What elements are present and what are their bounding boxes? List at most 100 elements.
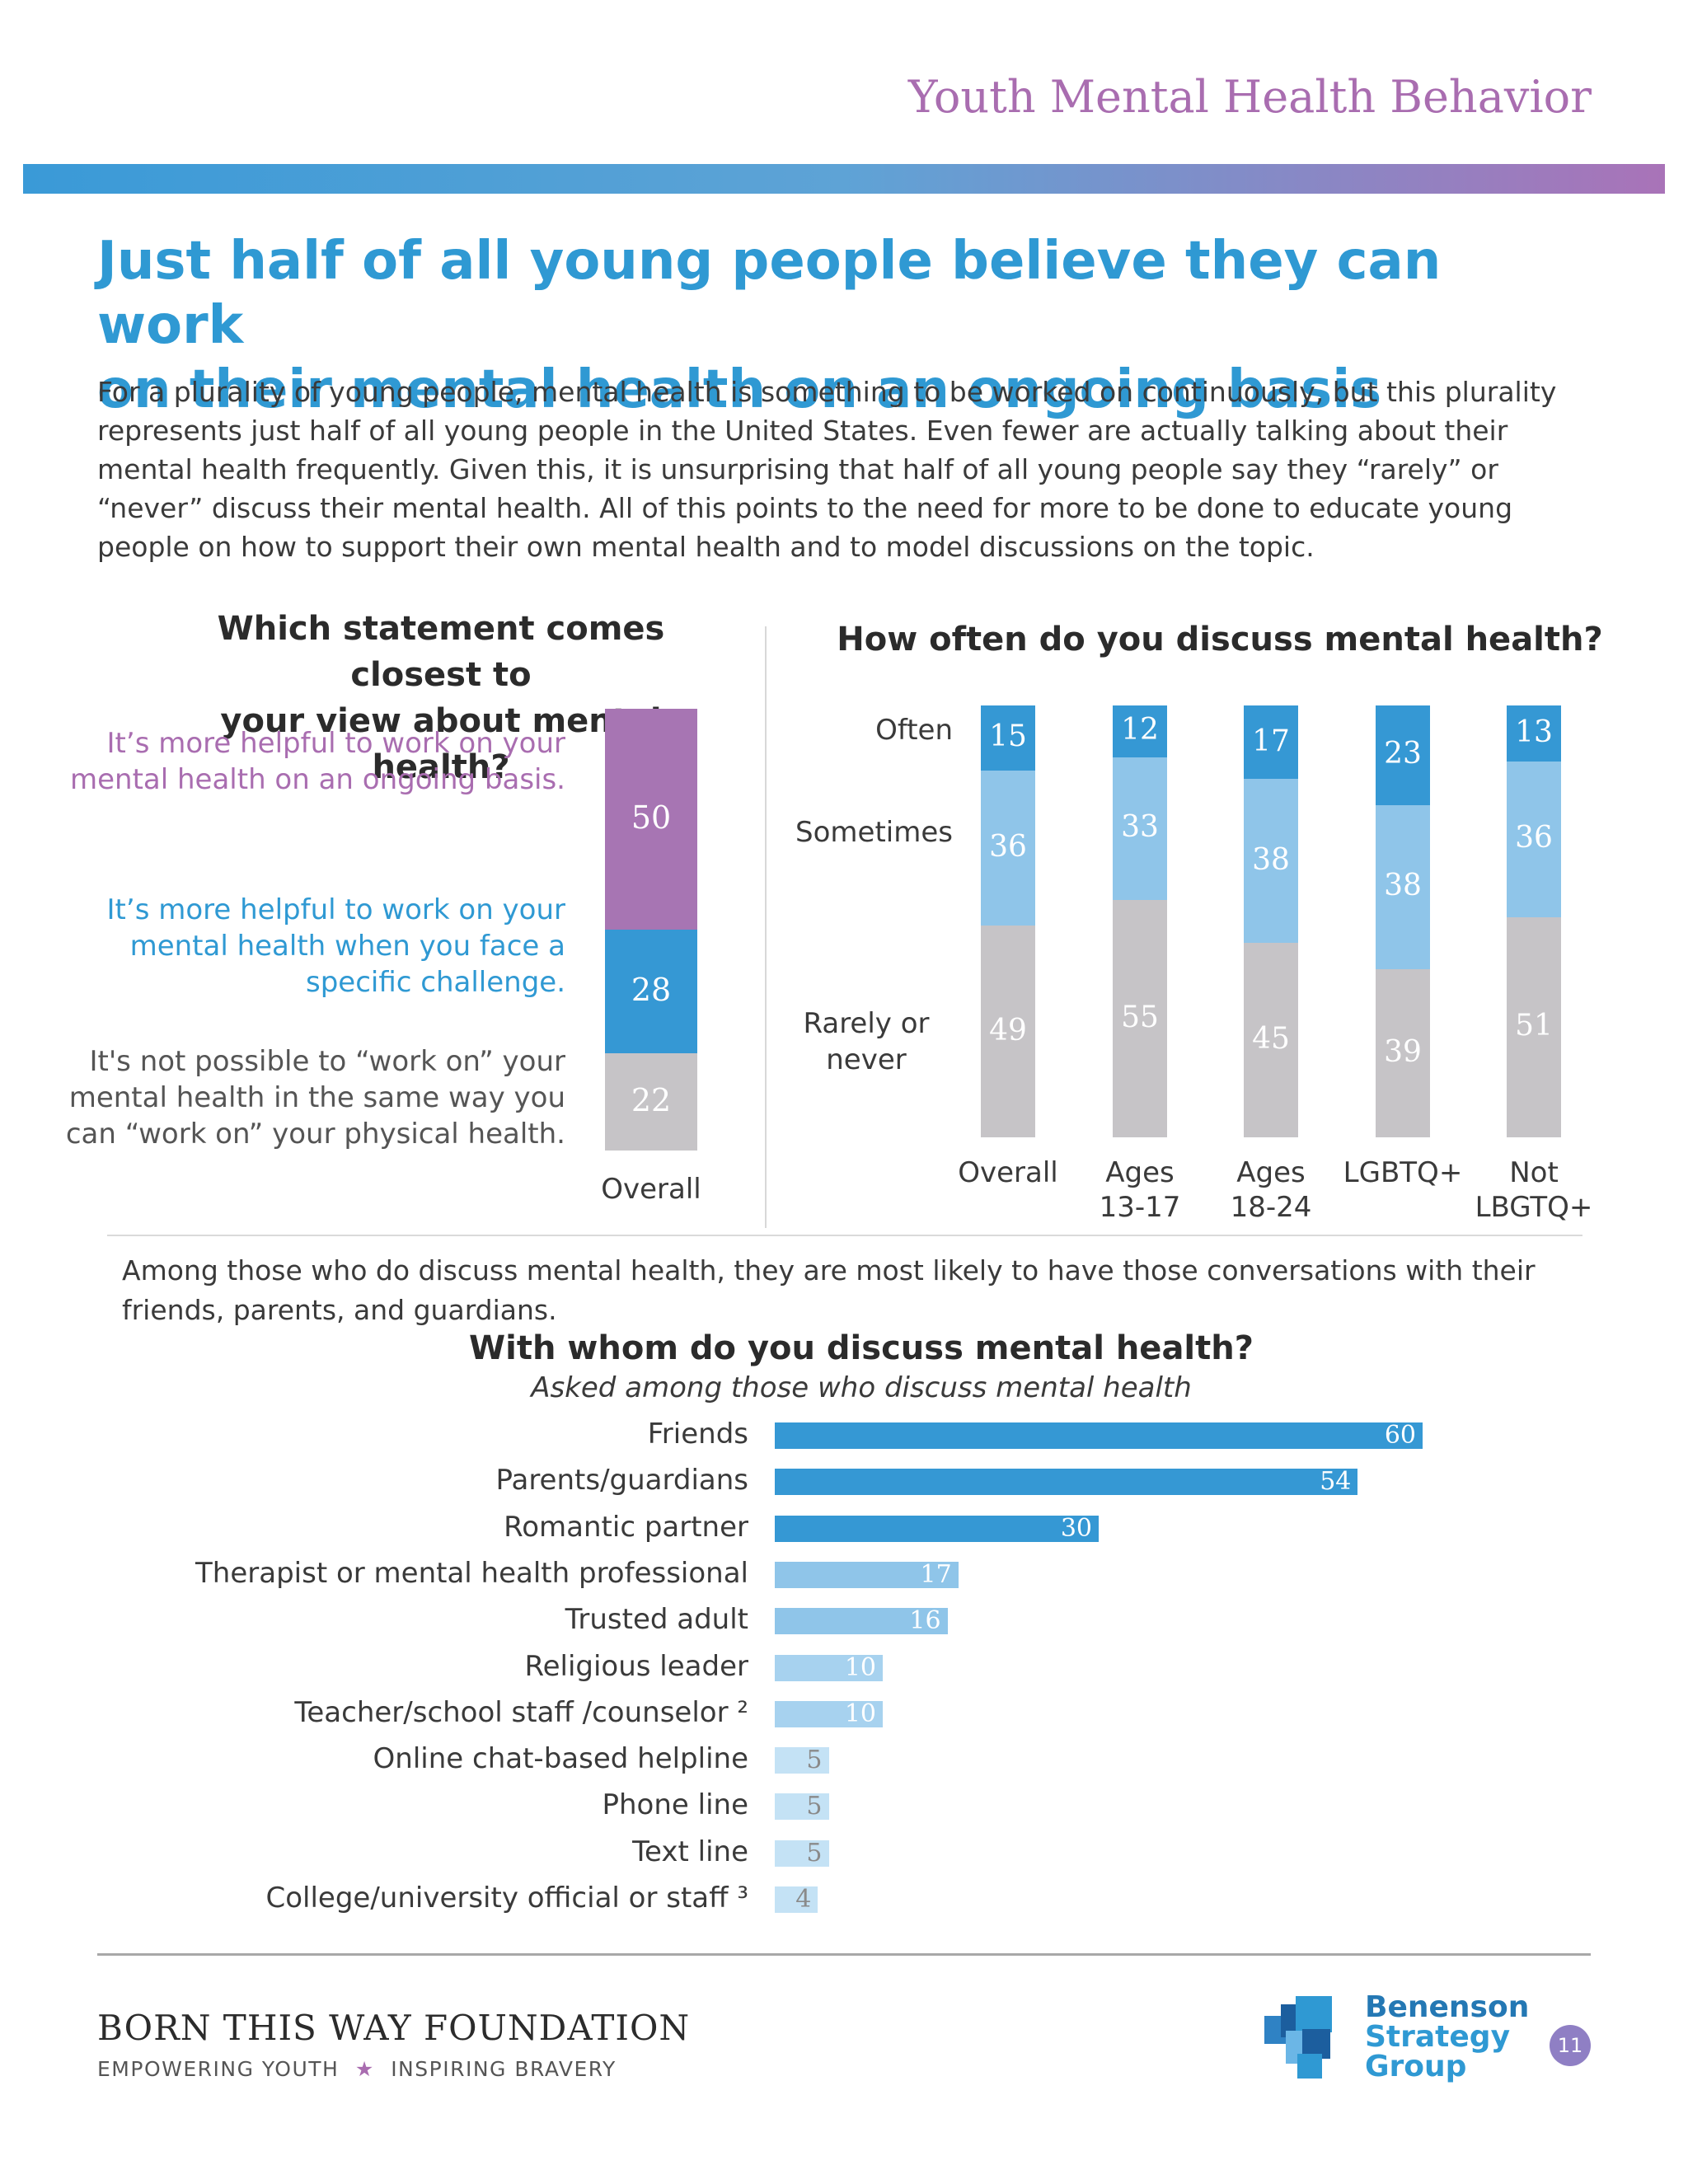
chart2-value-label: 38 [1252, 842, 1290, 877]
chart3-value-label: 5 [806, 1792, 823, 1821]
chart1-title-line-2: your view about mental health? [220, 702, 662, 786]
chart2-value-label: 13 [1515, 715, 1553, 750]
chart2-category-line-2: LBGTQ+ [1475, 1191, 1593, 1224]
chart2-segment: 38 [1244, 779, 1298, 944]
chart3-value-label: 54 [1320, 1467, 1352, 1497]
chart2-category-label: Ages 13-17 [1057, 1155, 1222, 1225]
star-icon: ★ [354, 2057, 375, 2081]
chart2-segment: 55 [1113, 899, 1167, 1137]
chart2-segment: 45 [1244, 943, 1298, 1137]
chart3-bar: 16 [775, 1606, 948, 1636]
chart2-plot: 15 36 49 12 33 55 17 38 45 23 38 39 13 36 51 [973, 705, 1582, 1137]
chart3-value-label: 5 [806, 1746, 823, 1775]
page-number: 11 [1550, 2025, 1591, 2066]
chart3-value-label: 10 [844, 1652, 876, 1682]
chart3-title: With whom do you discuss mental health? [469, 1329, 1254, 1367]
chart2-row-rarely: Rarely or never [775, 1005, 958, 1078]
headline-line-1: Just half of all young people believe th… [97, 231, 1442, 356]
chart3-category-label: Friends [647, 1418, 748, 1451]
chart2-segment: 49 [981, 926, 1035, 1137]
chart3-value-label: 60 [1384, 1421, 1416, 1450]
chart1-value-label: 50 [631, 799, 672, 836]
chart3-category-label: Text line [632, 1835, 748, 1868]
chart3-category-label: Online chat-based helpline [373, 1742, 748, 1776]
chart2-segment: 51 [1507, 916, 1561, 1137]
chart3-value-label: 17 [920, 1559, 952, 1589]
chart3-value-label: 30 [1060, 1513, 1092, 1543]
chart2-row-rarely-line-2: never [826, 1043, 907, 1076]
chart2-category-label: Overall [926, 1155, 1090, 1190]
chart1-value-label: 22 [631, 1082, 672, 1119]
chart1-title: Which statement comes closest to your vi… [148, 606, 734, 790]
chart3-value-label: 16 [909, 1606, 941, 1636]
chart3-bar: 10 [775, 1652, 883, 1682]
chart1-category-label: Overall [601, 1173, 701, 1206]
chart3-bar: 30 [775, 1513, 1099, 1543]
footer-tag-right: INSPIRING BRAVERY [391, 2057, 617, 2081]
chart2-segment: 36 [981, 770, 1035, 926]
chart2-value-label: 23 [1384, 737, 1422, 771]
chart2-value-label: 36 [989, 829, 1027, 864]
horizontal-divider [107, 1235, 1582, 1236]
footer-tag-left: EMPOWERING YOUTH [97, 2057, 340, 2081]
chart3-lead-text: Among those who do discuss mental health… [122, 1254, 1536, 1326]
chart2-category-line-2: 18-24 [1230, 1191, 1312, 1224]
chart3-bar: 5 [775, 1838, 829, 1868]
chart3-bar: 10 [775, 1699, 883, 1728]
logo-line-1: Benenson [1365, 1990, 1530, 2024]
chart2-category-line-1: LGBTQ+ [1343, 1156, 1463, 1189]
intro-paragraph: For a plurality of young people, mental … [97, 376, 1557, 563]
chart2-value-label: 51 [1515, 1009, 1553, 1043]
chart2-category-line-1: Ages [1236, 1156, 1306, 1189]
chart1-segment: 28 [605, 930, 697, 1054]
chart3-value-label: 10 [844, 1699, 876, 1728]
footer-divider [97, 1953, 1591, 1956]
chart1-statement-ongoing: It’s more helpful to work on your mental… [69, 727, 565, 796]
chart3-bar: 60 [775, 1421, 1423, 1450]
chart2-category-label: LGBTQ+ [1320, 1155, 1485, 1190]
chart2-category-line-1: Ages [1105, 1156, 1175, 1189]
chart3-category-label: College/university official or staff ³ [265, 1882, 748, 1915]
chart3-value-label: 5 [806, 1838, 823, 1868]
benenson-logo-icon [1264, 1996, 1332, 2079]
chart2-value-label: 12 [1121, 713, 1159, 748]
page-headline: Just half of all young people believe th… [97, 229, 1597, 422]
chart2-value-label: 39 [1384, 1034, 1422, 1069]
benenson-logo-text: Benenson Strategy Group [1365, 1993, 1529, 2082]
chart2-category-label: Ages 18-24 [1189, 1155, 1353, 1225]
chart1-segment: 50 [605, 709, 697, 930]
chart2-category-line-1: Not [1509, 1156, 1559, 1189]
chart2-value-label: 33 [1121, 810, 1159, 845]
chart3-category-label: Religious leader [524, 1649, 749, 1683]
header-gradient-bar [23, 164, 1665, 194]
chart1-statement-challenge: It’s more helpful to work on your mental… [106, 893, 565, 999]
chart2-category-label: Not LBGTQ+ [1451, 1155, 1616, 1225]
chart2-segment: 15 [981, 705, 1035, 771]
chart2-segment: 36 [1507, 762, 1561, 917]
footer-organization: BORN THIS WAY FOUNDATION [97, 2008, 691, 2048]
chart2-segment: 17 [1244, 705, 1298, 780]
chart2-value-label: 17 [1252, 724, 1290, 758]
chart2-category-line-1: Overall [958, 1156, 1058, 1189]
chart3-bar: 5 [775, 1746, 829, 1775]
chart2-segment: 33 [1113, 757, 1167, 900]
chart3-category-label: Therapist or mental health professional [195, 1556, 748, 1590]
logo-line-3: Group [1365, 2050, 1467, 2083]
chart2-category-line-2: 13-17 [1099, 1191, 1181, 1224]
chart1-stacked-bar: 50 28 22 [605, 709, 697, 1151]
chart3-bar: 54 [775, 1467, 1358, 1497]
chart3-bar: 5 [775, 1792, 829, 1821]
logo-line-2: Strategy [1365, 2020, 1511, 2054]
chart3-bar: 17 [775, 1559, 959, 1589]
chart2-segment: 38 [1376, 804, 1430, 969]
chart3-category-label: Teacher/school staff /counselor ² [294, 1695, 748, 1729]
chart1-title-line-1: Which statement comes closest to [217, 610, 665, 694]
chart3-subtitle: Asked among those who discuss mental hea… [531, 1371, 1192, 1404]
footer-tagline: EMPOWERING YOUTH ★ INSPIRING BRAVERY [97, 2057, 617, 2081]
chart2-value-label: 49 [989, 1013, 1027, 1047]
chart2-row-rarely-line-1: Rarely or [803, 1007, 930, 1040]
chart3-bar: 4 [775, 1885, 818, 1914]
chart1-segment: 22 [605, 1053, 697, 1151]
chart2-row-sometimes: Sometimes [795, 816, 953, 849]
chart2-category-labels: Overall Ages 13-17 Ages 18-24 LGBTQ+ Not LBGTQ+ [907, 1155, 1648, 1230]
